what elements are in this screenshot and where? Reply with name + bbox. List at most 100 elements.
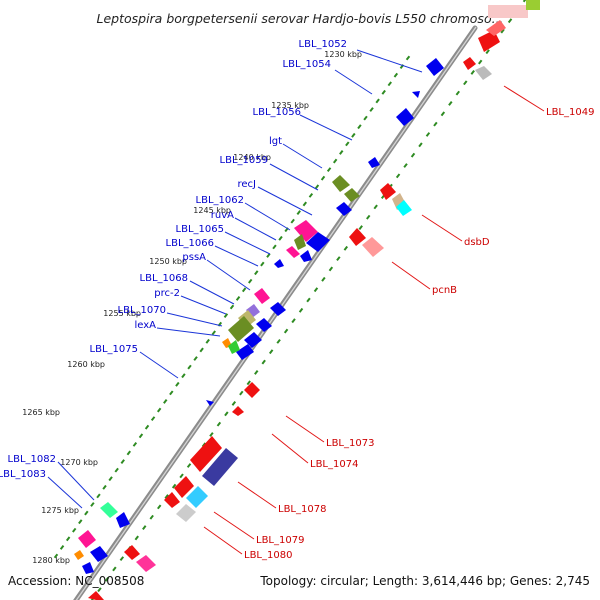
gene-feature (274, 259, 284, 268)
tick-labels: 1230 kbp 1235 kbp 1240 kbp 1245 kbp 1250 kbp… (22, 50, 362, 565)
gene-feature (294, 220, 318, 242)
tick-dot (418, 142, 423, 148)
tick-dot (343, 245, 349, 251)
gene-label-forward: lgt (269, 136, 282, 147)
tick-dot (403, 163, 408, 168)
tick-dot (150, 416, 156, 422)
tick-dot (78, 519, 83, 525)
tick-dot (138, 433, 144, 439)
gene-label-forward: LBL_1065 (176, 224, 224, 235)
gene-label-forward: LBL_1059 (220, 155, 268, 166)
tick-dot (410, 152, 416, 158)
label-leader-lines (47, 49, 545, 555)
gene-feature (426, 58, 444, 76)
gene-label-forward: LBL_1066 (166, 238, 214, 249)
gene-label-reverse: LBL_1049 (546, 107, 594, 118)
gene-feature (486, 20, 506, 36)
gene-feature (116, 512, 130, 528)
gene-label-forward: LBL_1052 (299, 39, 347, 50)
tick-dot (84, 510, 89, 516)
tick-dot (358, 225, 363, 231)
gene-feature (244, 332, 262, 348)
tick-dot (272, 244, 277, 250)
tick-dot (114, 467, 119, 473)
gene-feature (88, 591, 104, 600)
tick-dot (440, 111, 446, 117)
tick-label: 1255 kbp (103, 309, 141, 318)
gene-label-forward: LBL_1075 (90, 344, 138, 355)
tick-dot (313, 287, 319, 293)
chromosome-backbone-highlight (75, 26, 477, 600)
tick-dot (291, 318, 296, 324)
tick-dot (395, 173, 401, 179)
tick-dot (175, 381, 180, 387)
tick-dot (120, 459, 125, 464)
tick-dot (205, 338, 210, 344)
tick-dot (171, 483, 177, 489)
gene-label-forward: LBL_1070 (118, 305, 166, 316)
tick-dot (102, 484, 107, 490)
gene-feature (190, 436, 222, 472)
tick-label: 1240 kbp (233, 153, 271, 162)
tick-dot (235, 295, 241, 301)
tick-label: 1235 kbp (271, 101, 309, 110)
tick-dot (387, 81, 392, 87)
tick-dot (144, 424, 150, 430)
gene-feature (82, 562, 94, 574)
gene-label-forward: lexA (134, 320, 156, 331)
tick-dot (363, 115, 368, 121)
gene-feature (463, 57, 476, 70)
tick-dot (321, 276, 326, 282)
tick-dot (224, 411, 229, 417)
tick-dot (366, 214, 371, 220)
tick-dot (96, 493, 101, 499)
gene-feature (164, 492, 180, 508)
tick-dot (164, 494, 169, 499)
tick-label: 1250 kbp (149, 257, 187, 266)
tick-dot (302, 201, 308, 207)
gene-label-reverse: dsbD (464, 237, 490, 248)
gene-feature (228, 340, 240, 354)
gene-label-forward: LBL_1062 (196, 195, 244, 206)
tick-dot (332, 158, 338, 164)
tick-label: 1275 kbp (41, 506, 79, 515)
tick-label: 1265 kbp (22, 408, 60, 417)
tick-dot (241, 287, 247, 293)
gene-feature (100, 502, 118, 518)
tick-dot (209, 432, 214, 437)
tick-dot (375, 98, 380, 104)
tick-dot (186, 463, 192, 468)
tick-dot (149, 514, 154, 520)
tick-dot (405, 55, 411, 61)
gene-feature (306, 232, 330, 252)
tick-dot (393, 72, 399, 78)
tick-dot (216, 421, 222, 427)
tick-dot (463, 80, 468, 86)
gene-feature (380, 183, 396, 200)
gene-feature (294, 234, 306, 250)
tick-dot (328, 266, 334, 272)
tick-label: 1270 kbp (60, 458, 98, 467)
tick-dot (261, 359, 266, 365)
gene-label-reverse: LBL_1074 (310, 459, 358, 470)
tick-dot (296, 210, 301, 215)
tick-dot (179, 473, 184, 479)
tick-dot (181, 373, 186, 379)
gene-feature (256, 318, 272, 332)
tick-label: 1260 kbp (67, 360, 105, 369)
tick-dot (65, 536, 71, 542)
tick-dot (485, 49, 490, 55)
tick-dot (126, 450, 132, 456)
tick-dot (425, 132, 431, 137)
tick-dot (351, 132, 356, 138)
tick-dot (507, 18, 513, 24)
gene-label-reverse: LBL_1078 (278, 504, 326, 515)
gene-feature (412, 91, 420, 98)
tick-dot (187, 364, 192, 370)
gene-label-forward: LBL_1054 (283, 59, 331, 70)
tick-dot (308, 192, 314, 198)
tick-dot (104, 576, 110, 582)
tick-dot (455, 90, 460, 96)
